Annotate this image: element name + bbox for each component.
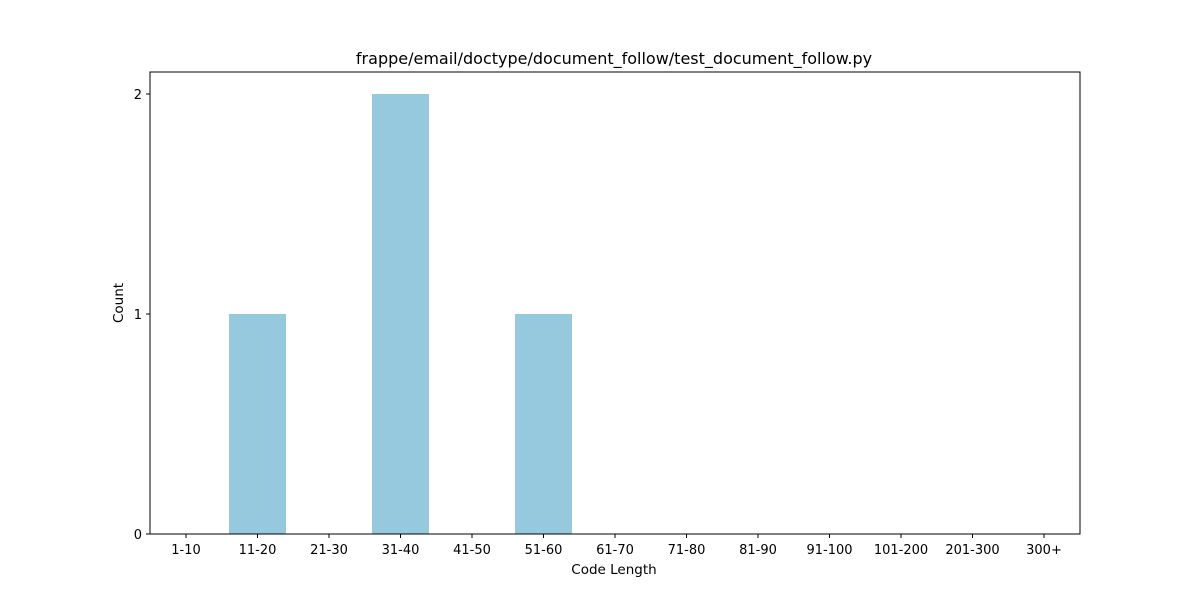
x-tick-label: 201-300	[945, 543, 999, 558]
y-tick-label: 2	[134, 88, 142, 103]
bars-layer	[229, 94, 572, 534]
x-tick-label: 31-40	[382, 543, 420, 558]
y-tick-label: 0	[134, 528, 142, 543]
x-tick-label: 11-20	[239, 543, 277, 558]
chart-title: frappe/email/doctype/document_follow/tes…	[356, 49, 872, 69]
y-axis-ticks: 0 1 2	[134, 88, 150, 543]
x-tick-label: 81-90	[739, 543, 777, 558]
x-tick-label: 1-10	[171, 543, 201, 558]
x-tick-label: 101-200	[874, 543, 928, 558]
x-tick-label: 300+	[1026, 543, 1062, 558]
x-tick-label: 71-80	[668, 543, 706, 558]
plot-area-frame	[149, 71, 1081, 535]
bar-51-60	[515, 314, 572, 534]
bar-31-40	[372, 94, 429, 534]
x-tick-label: 91-100	[806, 543, 852, 558]
x-tick-label: 41-50	[453, 543, 491, 558]
x-axis-label: Code Length	[571, 562, 656, 578]
x-tick-label: 21-30	[310, 543, 348, 558]
x-tick-label: 61-70	[596, 543, 634, 558]
x-tick-label: 51-60	[525, 543, 563, 558]
y-tick-label: 1	[134, 308, 142, 323]
y-axis-label: Count	[111, 283, 127, 323]
bar-11-20	[229, 314, 286, 534]
x-axis-ticks: 1-10 11-20 21-30 31-40 41-50 51-60 61-70 71-80 8…	[171, 534, 1062, 558]
